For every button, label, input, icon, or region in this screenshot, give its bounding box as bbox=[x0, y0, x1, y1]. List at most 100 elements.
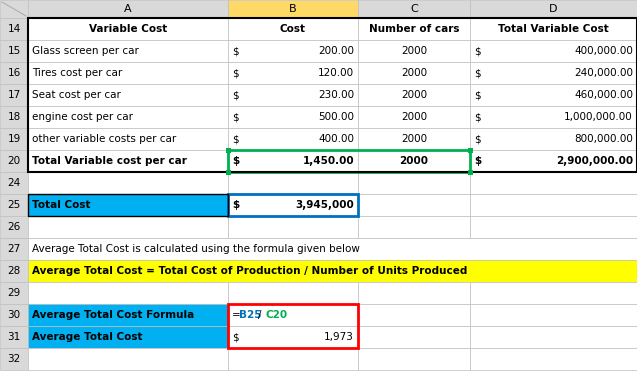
Bar bbox=[470, 348, 637, 370]
Text: $: $ bbox=[232, 90, 239, 100]
Bar bbox=[0, 326, 28, 348]
Bar bbox=[470, 304, 637, 326]
Bar bbox=[28, 348, 228, 370]
Bar bbox=[358, 106, 470, 128]
Text: 400.00: 400.00 bbox=[318, 134, 354, 144]
Text: 1,450.00: 1,450.00 bbox=[303, 156, 354, 166]
Bar bbox=[358, 150, 470, 172]
Bar bbox=[0, 106, 28, 128]
Text: $: $ bbox=[232, 46, 239, 56]
Text: $: $ bbox=[474, 134, 481, 144]
Bar bbox=[470, 0, 637, 18]
Bar bbox=[468, 147, 473, 152]
Text: Seat cost per car: Seat cost per car bbox=[32, 90, 121, 100]
Bar bbox=[228, 62, 358, 84]
Text: Cost: Cost bbox=[280, 24, 306, 34]
Text: 240,000.00: 240,000.00 bbox=[574, 68, 633, 78]
Bar bbox=[358, 216, 470, 238]
Bar bbox=[228, 84, 358, 106]
Text: /: / bbox=[258, 310, 262, 320]
Text: Glass screen per car: Glass screen per car bbox=[32, 46, 139, 56]
Bar bbox=[358, 62, 470, 84]
Bar bbox=[470, 84, 637, 106]
Text: $: $ bbox=[232, 200, 240, 210]
Text: $: $ bbox=[232, 134, 239, 144]
Bar bbox=[28, 18, 637, 172]
Text: 120.00: 120.00 bbox=[318, 68, 354, 78]
Bar bbox=[28, 84, 228, 106]
Text: $: $ bbox=[474, 46, 481, 56]
Text: 27: 27 bbox=[8, 244, 20, 254]
Bar bbox=[228, 304, 358, 348]
Bar bbox=[0, 150, 28, 172]
Text: 1,000,000.00: 1,000,000.00 bbox=[564, 112, 633, 122]
Bar bbox=[358, 172, 470, 194]
Text: Average Total Cost: Average Total Cost bbox=[32, 332, 143, 342]
Bar bbox=[0, 128, 28, 150]
Bar bbox=[0, 18, 28, 40]
Text: 2000: 2000 bbox=[401, 68, 427, 78]
Text: 2000: 2000 bbox=[401, 112, 427, 122]
Text: engine cost per car: engine cost per car bbox=[32, 112, 133, 122]
Text: D: D bbox=[549, 4, 558, 14]
Bar bbox=[470, 172, 637, 194]
Text: 32: 32 bbox=[8, 354, 20, 364]
Text: 26: 26 bbox=[8, 222, 20, 232]
Bar bbox=[228, 106, 358, 128]
Bar bbox=[228, 18, 358, 40]
Text: C: C bbox=[410, 4, 418, 14]
Text: $: $ bbox=[474, 68, 481, 78]
Bar bbox=[0, 304, 28, 326]
Bar bbox=[0, 194, 28, 216]
Text: 200.00: 200.00 bbox=[318, 46, 354, 56]
Text: 400,000.00: 400,000.00 bbox=[574, 46, 633, 56]
Bar bbox=[468, 170, 473, 174]
Bar bbox=[228, 150, 470, 172]
Bar bbox=[28, 326, 228, 348]
Text: 2,900,000.00: 2,900,000.00 bbox=[556, 156, 633, 166]
Bar bbox=[28, 128, 228, 150]
Bar bbox=[0, 282, 28, 304]
Bar bbox=[470, 216, 637, 238]
Text: 24: 24 bbox=[8, 178, 20, 188]
Bar bbox=[470, 194, 637, 216]
Bar bbox=[28, 216, 228, 238]
Bar bbox=[358, 40, 470, 62]
Bar bbox=[0, 40, 28, 62]
Text: 500.00: 500.00 bbox=[318, 112, 354, 122]
Text: other variable costs per car: other variable costs per car bbox=[32, 134, 176, 144]
Bar bbox=[228, 348, 358, 370]
Text: Average Total Cost = Total Cost of Production / Number of Units Produced: Average Total Cost = Total Cost of Produ… bbox=[32, 266, 468, 276]
Bar bbox=[228, 282, 358, 304]
Text: 25: 25 bbox=[8, 200, 20, 210]
Bar bbox=[358, 128, 470, 150]
Bar bbox=[28, 282, 228, 304]
Text: 2000: 2000 bbox=[401, 46, 427, 56]
Text: 800,000.00: 800,000.00 bbox=[574, 134, 633, 144]
Bar bbox=[228, 216, 358, 238]
Bar bbox=[0, 62, 28, 84]
Bar bbox=[28, 304, 228, 326]
Bar bbox=[28, 194, 228, 216]
Bar bbox=[28, 238, 637, 260]
Bar bbox=[0, 172, 28, 194]
Bar bbox=[358, 304, 470, 326]
Text: =B25/C20: =B25/C20 bbox=[232, 310, 285, 320]
Bar bbox=[0, 238, 28, 260]
Bar bbox=[470, 150, 637, 172]
Bar bbox=[358, 84, 470, 106]
Bar bbox=[225, 147, 231, 152]
Bar bbox=[228, 150, 358, 172]
Text: B: B bbox=[289, 4, 297, 14]
Bar bbox=[225, 170, 231, 174]
Text: 2000: 2000 bbox=[399, 156, 429, 166]
Bar bbox=[358, 326, 470, 348]
Bar bbox=[228, 172, 358, 194]
Bar bbox=[28, 172, 228, 194]
Bar bbox=[470, 106, 637, 128]
Bar bbox=[28, 150, 228, 172]
Text: $: $ bbox=[232, 332, 239, 342]
Text: Total Cost: Total Cost bbox=[32, 200, 90, 210]
Text: Total Variable Cost: Total Variable Cost bbox=[498, 24, 609, 34]
Text: 19: 19 bbox=[8, 134, 20, 144]
